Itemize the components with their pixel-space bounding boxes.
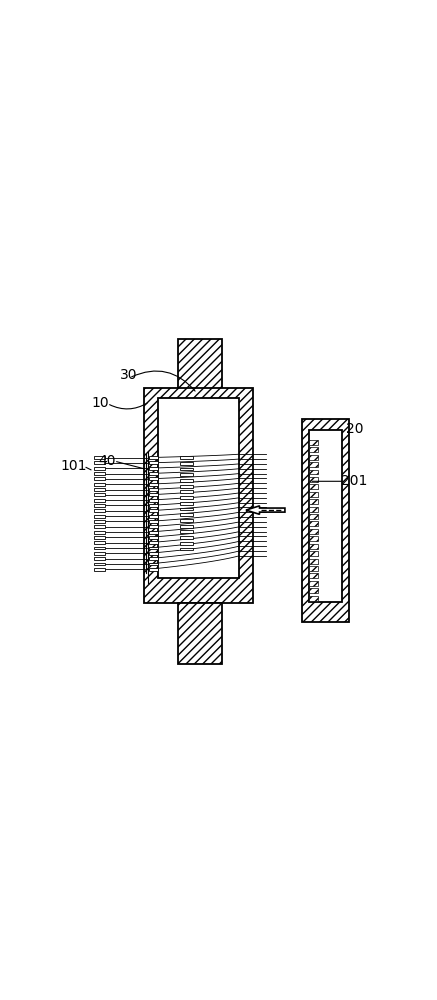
Bar bbox=[94, 568, 105, 571]
Bar bbox=[149, 531, 158, 534]
Bar bbox=[94, 499, 105, 502]
Bar bbox=[149, 520, 158, 523]
Bar bbox=[309, 544, 318, 549]
Bar bbox=[149, 472, 158, 475]
Bar bbox=[149, 488, 158, 491]
Bar bbox=[94, 467, 105, 470]
Bar bbox=[180, 536, 194, 539]
Bar bbox=[149, 499, 158, 502]
Bar bbox=[94, 515, 105, 518]
Bar bbox=[149, 552, 158, 555]
Bar bbox=[94, 472, 105, 475]
Bar bbox=[149, 493, 158, 496]
Bar bbox=[309, 566, 318, 571]
Bar bbox=[149, 525, 158, 528]
Bar bbox=[309, 507, 318, 512]
Bar bbox=[149, 504, 158, 507]
Bar bbox=[309, 470, 318, 474]
Bar bbox=[94, 541, 105, 544]
Bar bbox=[94, 520, 105, 523]
Bar bbox=[180, 473, 194, 476]
Bar bbox=[149, 509, 158, 512]
Bar bbox=[309, 462, 318, 467]
Bar bbox=[309, 514, 318, 519]
Text: 201: 201 bbox=[341, 474, 368, 488]
Bar bbox=[309, 521, 318, 526]
Bar bbox=[180, 462, 194, 465]
Bar bbox=[309, 430, 342, 602]
Bar bbox=[309, 551, 318, 556]
Bar bbox=[180, 479, 194, 482]
Bar bbox=[180, 490, 194, 493]
Bar bbox=[94, 493, 105, 496]
Bar bbox=[94, 547, 105, 549]
Bar bbox=[149, 563, 158, 565]
Bar bbox=[149, 483, 158, 486]
Bar bbox=[149, 515, 158, 518]
Bar bbox=[309, 440, 318, 445]
Bar bbox=[149, 568, 158, 571]
Bar bbox=[94, 456, 105, 459]
Bar bbox=[180, 485, 194, 488]
Bar bbox=[94, 563, 105, 565]
Text: 20: 20 bbox=[346, 422, 363, 436]
Bar bbox=[94, 531, 105, 534]
Bar bbox=[180, 502, 194, 505]
Bar bbox=[309, 492, 318, 497]
Bar bbox=[149, 467, 158, 470]
Bar bbox=[309, 529, 318, 534]
Bar bbox=[309, 477, 318, 482]
Bar bbox=[94, 483, 105, 486]
Bar bbox=[180, 542, 194, 545]
Bar bbox=[149, 461, 158, 464]
Bar bbox=[94, 509, 105, 512]
Bar bbox=[180, 548, 194, 550]
Bar bbox=[309, 588, 318, 593]
Bar bbox=[309, 455, 318, 460]
Text: 40: 40 bbox=[98, 454, 116, 468]
Bar bbox=[302, 419, 349, 622]
Bar bbox=[158, 398, 239, 578]
Bar bbox=[309, 536, 318, 541]
Bar bbox=[149, 541, 158, 544]
Bar bbox=[309, 596, 318, 601]
Bar bbox=[178, 603, 222, 664]
Bar bbox=[94, 557, 105, 560]
Bar bbox=[94, 504, 105, 507]
Polygon shape bbox=[246, 506, 285, 514]
Bar bbox=[94, 461, 105, 464]
Bar bbox=[309, 581, 318, 586]
Bar bbox=[94, 536, 105, 539]
Bar bbox=[309, 447, 318, 452]
Bar bbox=[149, 547, 158, 549]
Bar bbox=[178, 339, 222, 395]
Bar bbox=[180, 530, 194, 533]
Bar bbox=[94, 525, 105, 528]
Text: 101: 101 bbox=[60, 459, 87, 473]
Text: 30: 30 bbox=[120, 368, 138, 382]
Bar bbox=[144, 388, 253, 603]
Bar bbox=[180, 496, 194, 499]
Bar bbox=[149, 477, 158, 480]
Bar bbox=[180, 508, 194, 510]
Bar bbox=[180, 525, 194, 528]
Bar bbox=[309, 559, 318, 564]
Bar bbox=[149, 456, 158, 459]
Bar bbox=[309, 573, 318, 578]
Bar bbox=[94, 488, 105, 491]
Bar bbox=[180, 456, 194, 459]
Bar bbox=[94, 552, 105, 555]
Text: 10: 10 bbox=[91, 396, 109, 410]
Bar bbox=[94, 477, 105, 480]
Bar bbox=[180, 468, 194, 470]
Bar bbox=[309, 484, 318, 489]
Bar bbox=[180, 519, 194, 522]
Bar bbox=[180, 513, 194, 516]
Bar bbox=[309, 499, 318, 504]
Bar bbox=[149, 536, 158, 539]
Bar bbox=[149, 557, 158, 560]
